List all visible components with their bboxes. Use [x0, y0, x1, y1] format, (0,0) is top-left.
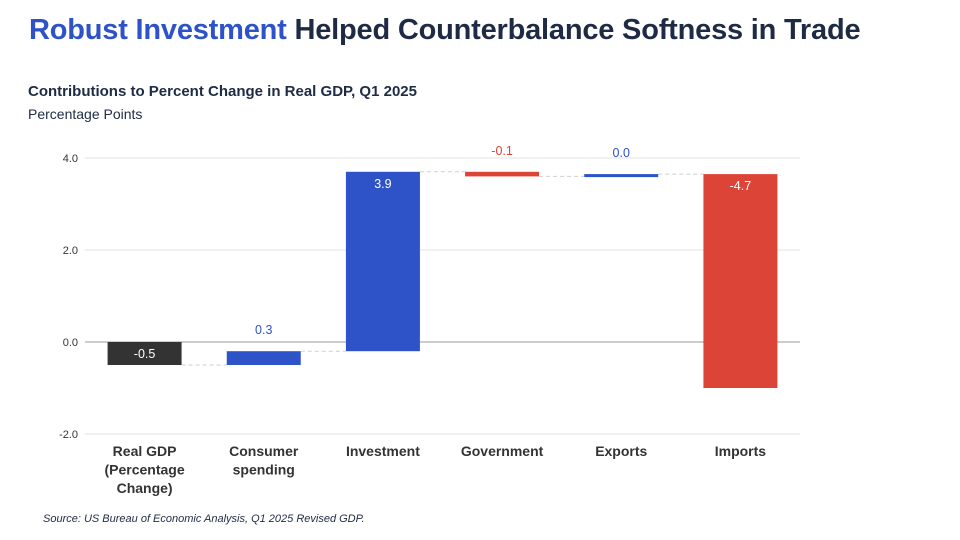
data-label: 0.0 [613, 146, 630, 160]
data-label: -0.5 [134, 347, 156, 361]
category-label-line: Real GDP [113, 443, 177, 459]
y-tick-label: 4.0 [63, 153, 78, 165]
category-label: Exports [595, 443, 647, 459]
category-label-line: spending [233, 462, 295, 478]
category-label: Real GDP (Percentage Change) [105, 443, 185, 496]
data-label: -4.7 [730, 179, 752, 193]
category-label-line: Consumer [229, 443, 299, 459]
data-label: -0.1 [491, 144, 513, 158]
category-label-line: Investment [346, 443, 420, 459]
source-note: Source: US Bureau of Economic Analysis, … [43, 513, 365, 525]
bar [584, 174, 659, 178]
category-label-line: Government [461, 443, 544, 459]
data-label: 0.3 [255, 323, 272, 337]
category-label-line: Exports [595, 443, 647, 459]
chart-title: Contributions to Percent Change in Real … [28, 83, 417, 100]
bar [107, 342, 182, 365]
chart-subtitle: Percentage Points [28, 106, 143, 122]
category-label-line: Change) [117, 480, 173, 496]
category-label: Investment [346, 443, 420, 459]
bar [345, 171, 420, 352]
bar [703, 174, 778, 388]
category-label: Consumer spending [229, 443, 299, 478]
bar [465, 171, 540, 177]
category-label-line: (Percentage [105, 462, 185, 478]
category-label: Imports [715, 443, 767, 459]
category-label: Government [461, 443, 544, 459]
category-label-line: Imports [715, 443, 767, 459]
y-tick-label: 0.0 [63, 337, 78, 349]
headline-rest: Helped Counterbalance Softness in Trade [286, 14, 861, 46]
bar [226, 351, 301, 365]
headline-accent: Robust Investment [29, 14, 287, 46]
headline: Robust Investment Helped Counterbalance … [29, 14, 861, 47]
y-tick-label: 2.0 [63, 245, 78, 257]
y-tick-label: -2.0 [59, 429, 78, 441]
data-label: 3.9 [374, 177, 391, 191]
